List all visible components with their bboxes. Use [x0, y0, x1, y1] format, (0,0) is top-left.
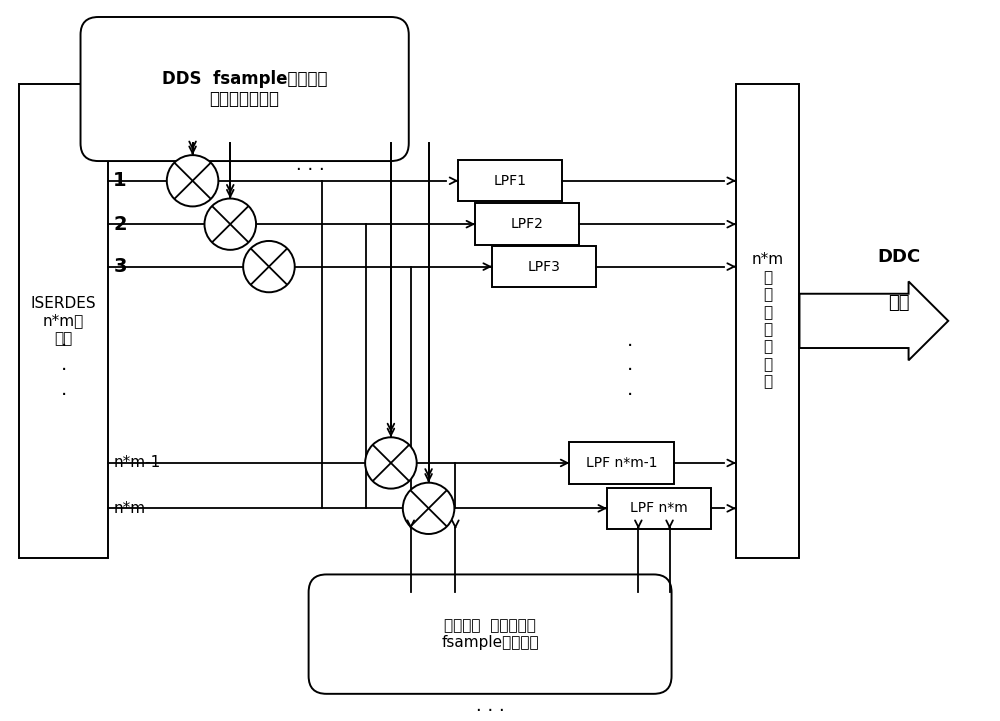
- FancyBboxPatch shape: [81, 17, 409, 161]
- Text: n*m
路
流
水
线
型
加
法: n*m 路 流 水 线 型 加 法: [752, 252, 784, 389]
- Text: LPF n*m-1: LPF n*m-1: [586, 456, 657, 470]
- Bar: [475, 203, 579, 245]
- Text: 2: 2: [113, 215, 127, 234]
- FancyArrow shape: [799, 281, 948, 360]
- Text: DDC: DDC: [877, 248, 920, 266]
- Text: 1: 1: [113, 172, 127, 190]
- Text: LPF2: LPF2: [511, 217, 544, 231]
- Bar: [607, 487, 711, 529]
- Bar: [569, 442, 674, 484]
- Text: LPF n*m: LPF n*m: [630, 501, 688, 516]
- Text: ISERDES
n*m路
并行: ISERDES n*m路 并行: [31, 296, 96, 346]
- Bar: [19, 84, 108, 557]
- FancyBboxPatch shape: [309, 575, 672, 694]
- Circle shape: [243, 241, 295, 292]
- Circle shape: [403, 482, 454, 534]
- Text: .: .: [627, 380, 633, 399]
- Text: . . .: . . .: [476, 696, 504, 715]
- Bar: [736, 84, 799, 557]
- Bar: [458, 160, 562, 201]
- Text: n*m-1: n*m-1: [113, 456, 161, 471]
- Circle shape: [365, 438, 417, 489]
- Circle shape: [167, 155, 218, 206]
- Text: .: .: [61, 380, 67, 399]
- Text: LPF1: LPF1: [494, 174, 527, 187]
- Text: LPF3: LPF3: [528, 260, 561, 273]
- Text: .: .: [627, 355, 633, 374]
- Text: 3: 3: [113, 257, 127, 276]
- Text: 多相滤波  低通滤波器
fsample采样频率: 多相滤波 低通滤波器 fsample采样频率: [441, 618, 539, 650]
- Text: . . .: . . .: [296, 156, 325, 174]
- Text: n*m: n*m: [113, 501, 145, 516]
- Bar: [492, 246, 596, 288]
- Text: .: .: [61, 355, 67, 374]
- Text: .: .: [627, 331, 633, 350]
- Text: 输出: 输出: [888, 294, 909, 312]
- Text: .: .: [61, 331, 67, 350]
- Text: DDS  fsample采样频率
频率控制字可控: DDS fsample采样频率 频率控制字可控: [162, 70, 327, 108]
- Circle shape: [204, 198, 256, 250]
